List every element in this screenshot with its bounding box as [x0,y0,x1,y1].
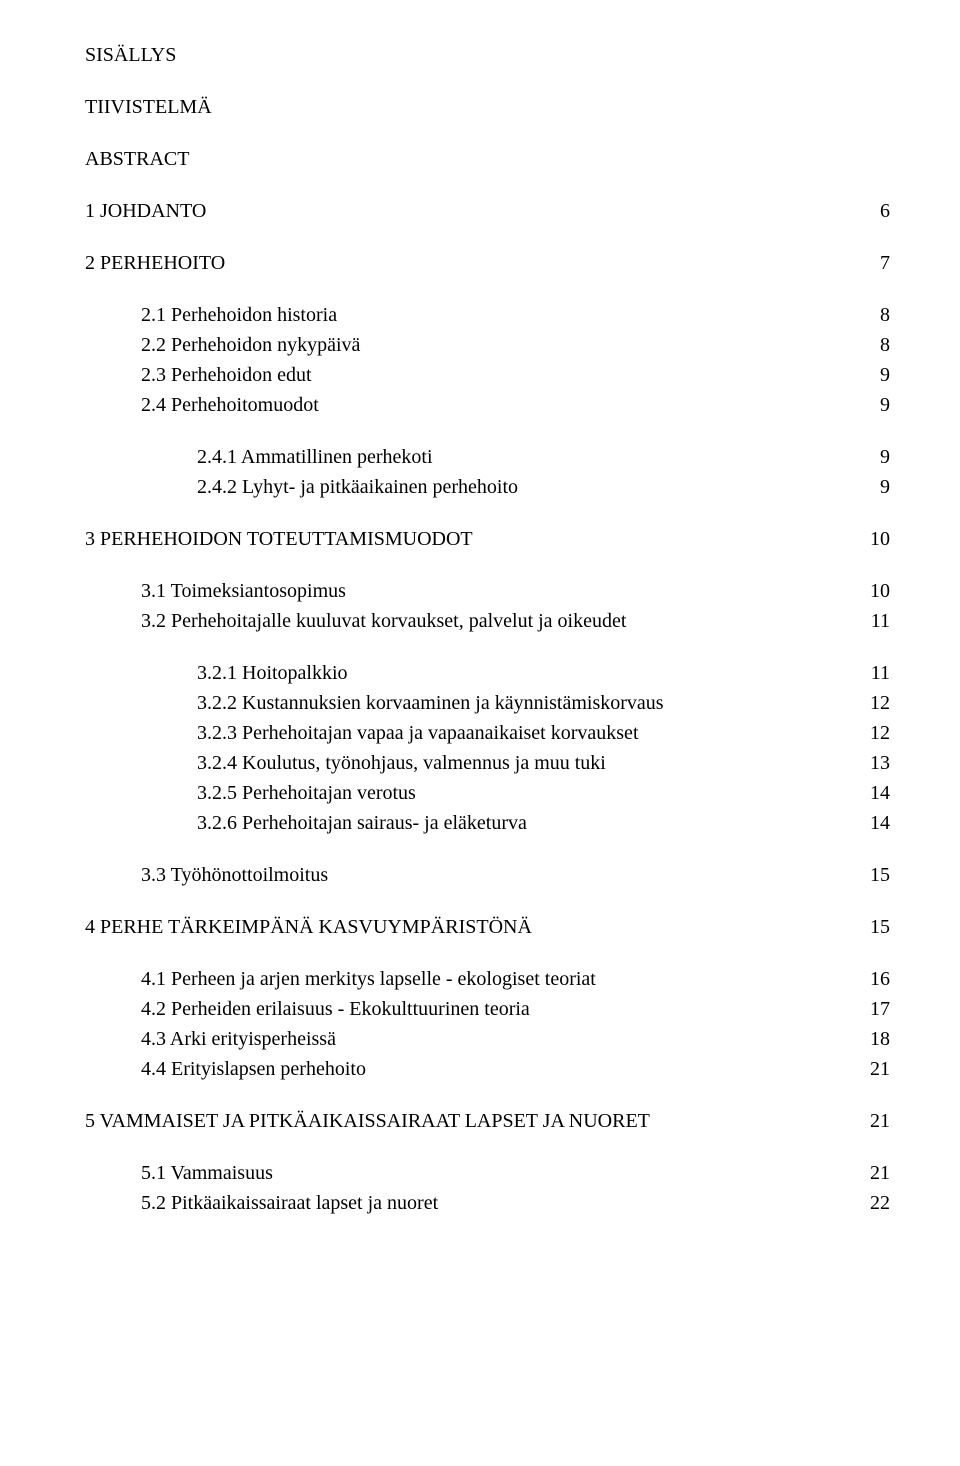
toc-entry-page: 22 [860,1188,890,1218]
toc-entry-page: 11 [860,606,890,636]
toc-entry-page: 21 [860,1158,890,1188]
toc-entry-page: 9 [860,472,890,502]
toc-entry-page: 13 [860,748,890,778]
toc-entry-page: 21 [860,1106,890,1136]
toc-entry-page: 17 [860,994,890,1024]
toc-entry-label: 3.2.2 Kustannuksien korvaaminen ja käynn… [197,688,860,718]
toc-entry-label: 3.3 Työhönottoilmoitus [141,860,860,890]
toc-entry-page: 12 [860,718,890,748]
toc-abstract: ABSTRACT [85,144,890,174]
toc-entry-label: 2.1 Perhehoidon historia [141,300,860,330]
toc-entry-page: 10 [860,524,890,554]
toc-entry: 4.1 Perheen ja arjen merkitys lapselle -… [85,964,890,994]
toc-entry-label: 3 PERHEHOIDON TOTEUTTAMISMUODOT [85,524,860,554]
toc-entry-label: 1 JOHDANTO [85,196,860,226]
toc-header-block: SISÄLLYS TIIVISTELMÄ ABSTRACT [85,40,890,174]
toc-entry: 2.2 Perhehoidon nykypäivä 8 [85,330,890,360]
toc-entry-page: 10 [860,576,890,606]
toc-entry: 4.4 Erityislapsen perhehoito 21 [85,1054,890,1084]
toc-entry: 2.4 Perhehoitomuodot 9 [85,390,890,420]
toc-entry-label: 5.1 Vammaisuus [141,1158,860,1188]
toc-entry: 3.2.6 Perhehoitajan sairaus- ja eläketur… [85,808,890,838]
toc-entry-label: 2.2 Perhehoidon nykypäivä [141,330,860,360]
toc-entry-label: 5 VAMMAISET JA PITKÄAIKAISSAIRAAT LAPSET… [85,1106,860,1136]
toc-entry-label: 2.4 Perhehoitomuodot [141,390,860,420]
toc-entry: 4.3 Arki erityisperheissä 18 [85,1024,890,1054]
toc-entry: 2.3 Perhehoidon edut 9 [85,360,890,390]
toc-entry-label: 3.2.6 Perhehoitajan sairaus- ja eläketur… [197,808,860,838]
toc-entry-label: 5.2 Pitkäaikaissairaat lapset ja nuoret [141,1188,860,1218]
toc-entry-page: 15 [860,912,890,942]
toc-entry-label: 2.4.2 Lyhyt- ja pitkäaikainen perhehoito [197,472,860,502]
toc-entry-label: 3.2.5 Perhehoitajan verotus [197,778,860,808]
toc-entry: 3.1 Toimeksiantosopimus 10 [85,576,890,606]
toc-entry-page: 15 [860,860,890,890]
toc-entry: 3.3 Työhönottoilmoitus 15 [85,860,890,890]
toc-entry: 5.2 Pitkäaikaissairaat lapset ja nuoret … [85,1188,890,1218]
toc-entry: 4 PERHE TÄRKEIMPÄNÄ KASVUYMPÄRISTÖNÄ 15 [85,912,890,942]
toc-entry-page: 6 [860,196,890,226]
toc-entry-page: 9 [860,442,890,472]
toc-entry-page: 8 [860,330,890,360]
toc-title: SISÄLLYS [85,40,890,70]
toc-entry-label: 3.2 Perhehoitajalle kuuluvat korvaukset,… [141,606,860,636]
toc-entry-label: 2 PERHEHOITO [85,248,860,278]
toc-entry-page: 9 [860,390,890,420]
toc-entry-label: 2.3 Perhehoidon edut [141,360,860,390]
toc-entry-label: 2.4.1 Ammatillinen perhekoti [197,442,860,472]
toc-entry: 3.2.1 Hoitopalkkio 11 [85,658,890,688]
toc-entry-label: 4.2 Perheiden erilaisuus - Ekokulttuurin… [141,994,860,1024]
toc-tiivistelma: TIIVISTELMÄ [85,92,890,122]
toc-entry: 2.4.1 Ammatillinen perhekoti 9 [85,442,890,472]
toc-entry: 3.2.5 Perhehoitajan verotus 14 [85,778,890,808]
toc-entry-page: 21 [860,1054,890,1084]
toc-entry: 3.2.2 Kustannuksien korvaaminen ja käynn… [85,688,890,718]
toc-entry-label: 4.1 Perheen ja arjen merkitys lapselle -… [141,964,860,994]
toc-entry-page: 11 [860,658,890,688]
toc-entry-page: 9 [860,360,890,390]
toc-entry: 5 VAMMAISET JA PITKÄAIKAISSAIRAAT LAPSET… [85,1106,890,1136]
toc-entry: 3.2.4 Koulutus, työnohjaus, valmennus ja… [85,748,890,778]
toc-entry: 3 PERHEHOIDON TOTEUTTAMISMUODOT 10 [85,524,890,554]
toc-entry: 2.1 Perhehoidon historia 8 [85,300,890,330]
toc-entry: 3.2 Perhehoitajalle kuuluvat korvaukset,… [85,606,890,636]
toc-entry-page: 14 [860,808,890,838]
toc-entry-label: 4.3 Arki erityisperheissä [141,1024,860,1054]
toc-entry: 1 JOHDANTO 6 [85,196,890,226]
toc-entry-label: 3.2.3 Perhehoitajan vapaa ja vapaanaikai… [197,718,860,748]
toc-entry: 2.4.2 Lyhyt- ja pitkäaikainen perhehoito… [85,472,890,502]
toc-entry: 5.1 Vammaisuus 21 [85,1158,890,1188]
toc-entry-page: 8 [860,300,890,330]
toc-entry-label: 3.2.4 Koulutus, työnohjaus, valmennus ja… [197,748,860,778]
toc-entry-page: 12 [860,688,890,718]
toc-entry-page: 16 [860,964,890,994]
toc-entry-page: 18 [860,1024,890,1054]
toc-entry-label: 4 PERHE TÄRKEIMPÄNÄ KASVUYMPÄRISTÖNÄ [85,912,860,942]
toc-entry-label: 3.2.1 Hoitopalkkio [197,658,860,688]
toc-entry-label: 4.4 Erityislapsen perhehoito [141,1054,860,1084]
toc-entry-page: 7 [860,248,890,278]
toc-entry: 3.2.3 Perhehoitajan vapaa ja vapaanaikai… [85,718,890,748]
toc-entry: 2 PERHEHOITO 7 [85,248,890,278]
toc-entry-label: 3.1 Toimeksiantosopimus [141,576,860,606]
toc-entry-page: 14 [860,778,890,808]
toc-entry: 4.2 Perheiden erilaisuus - Ekokulttuurin… [85,994,890,1024]
